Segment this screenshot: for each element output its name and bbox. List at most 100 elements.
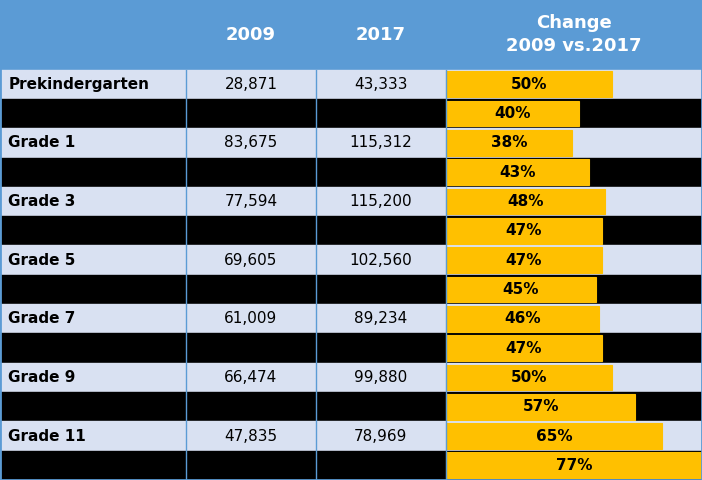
Bar (446, 128, 702, 157)
Bar (186, 392, 316, 421)
Bar (446, 364, 612, 390)
Bar (446, 335, 602, 361)
Bar (446, 394, 635, 420)
Bar (186, 187, 316, 216)
Text: 50%: 50% (511, 370, 548, 385)
Bar (0, 334, 186, 363)
Bar (0, 216, 186, 245)
Bar (446, 423, 662, 449)
Bar (316, 451, 446, 480)
Bar (446, 157, 702, 187)
Text: 50%: 50% (511, 77, 548, 92)
Text: 83,675: 83,675 (225, 135, 277, 150)
Text: 47%: 47% (505, 341, 542, 356)
Bar (0, 363, 186, 392)
Bar (316, 304, 446, 334)
Bar (446, 275, 702, 304)
Bar (186, 70, 316, 99)
Bar (446, 189, 606, 215)
Bar (186, 245, 316, 275)
Text: Grade 3: Grade 3 (8, 194, 76, 209)
Bar (316, 245, 446, 275)
Text: Grade 5: Grade 5 (8, 252, 76, 268)
Text: 43%: 43% (499, 165, 536, 180)
Bar (446, 451, 702, 480)
Text: 77%: 77% (556, 458, 592, 473)
Text: Grade 1: Grade 1 (8, 135, 76, 150)
Bar (446, 99, 702, 128)
Bar (186, 99, 316, 128)
Bar (446, 304, 702, 334)
Bar (0, 99, 186, 128)
Bar (0, 187, 186, 216)
Bar (0, 421, 186, 451)
Bar (316, 99, 446, 128)
Text: 69,605: 69,605 (224, 252, 278, 268)
Bar (186, 157, 316, 187)
Text: 65%: 65% (536, 429, 572, 444)
Bar (0, 245, 186, 275)
Bar (316, 128, 446, 157)
Bar (446, 72, 612, 97)
Text: 78,969: 78,969 (354, 429, 408, 444)
Text: 43,333: 43,333 (354, 77, 408, 92)
Text: 77,594: 77,594 (225, 194, 277, 209)
Bar (0, 304, 186, 334)
Bar (446, 306, 599, 332)
Bar (316, 70, 446, 99)
Text: 38%: 38% (491, 135, 527, 150)
Bar (316, 392, 446, 421)
Bar (0, 275, 186, 304)
Text: Prekindergarten: Prekindergarten (8, 77, 150, 92)
Bar (446, 392, 702, 421)
Text: 89,234: 89,234 (355, 311, 407, 326)
Text: 2017: 2017 (356, 26, 406, 44)
Bar (316, 216, 446, 245)
Text: 57%: 57% (522, 399, 559, 414)
Text: 2009: 2009 (226, 26, 276, 44)
Bar (446, 187, 702, 216)
Bar (446, 101, 579, 126)
Text: Grade 11: Grade 11 (8, 429, 86, 444)
Bar (186, 275, 316, 304)
Bar (446, 276, 595, 302)
Bar (316, 187, 446, 216)
Text: 48%: 48% (508, 194, 544, 209)
Bar (446, 363, 702, 392)
Bar (446, 70, 702, 99)
Text: 45%: 45% (503, 282, 539, 297)
Text: 99,880: 99,880 (355, 370, 407, 385)
Bar (0, 128, 186, 157)
Text: 66,474: 66,474 (225, 370, 277, 385)
Text: 47%: 47% (505, 252, 542, 268)
Text: 115,312: 115,312 (350, 135, 412, 150)
Bar (446, 334, 702, 363)
Bar (446, 247, 602, 273)
Text: 102,560: 102,560 (350, 252, 412, 268)
Bar (0, 392, 186, 421)
Text: Grade 9: Grade 9 (8, 370, 76, 385)
Bar (186, 334, 316, 363)
Bar (316, 421, 446, 451)
Text: Change
2009 vs.2017: Change 2009 vs.2017 (506, 14, 642, 55)
Bar (316, 334, 446, 363)
Bar (0, 70, 186, 99)
Text: 40%: 40% (494, 106, 531, 121)
Bar (186, 451, 316, 480)
Text: 115,200: 115,200 (350, 194, 412, 209)
Bar (186, 128, 316, 157)
Bar (186, 421, 316, 451)
Bar (316, 275, 446, 304)
Bar (446, 159, 589, 185)
Bar (446, 218, 602, 244)
Text: 46%: 46% (504, 311, 541, 326)
Text: Grade 7: Grade 7 (8, 311, 76, 326)
Bar (446, 453, 702, 478)
Text: 61,009: 61,009 (225, 311, 277, 326)
Bar (0, 157, 186, 187)
Bar (316, 363, 446, 392)
Bar (186, 216, 316, 245)
Bar (316, 157, 446, 187)
Bar (446, 245, 702, 275)
Bar (0, 451, 186, 480)
